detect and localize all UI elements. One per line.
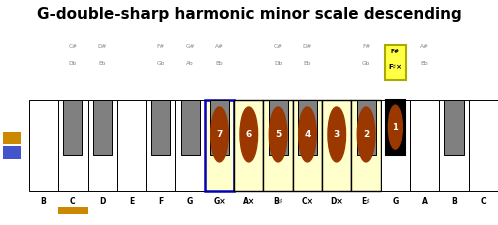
Text: basicmusictheory.com: basicmusictheory.com xyxy=(9,82,14,143)
Circle shape xyxy=(299,107,316,162)
Text: 3: 3 xyxy=(334,130,340,139)
Bar xyxy=(175,100,205,191)
Bar xyxy=(357,100,375,155)
Text: 5: 5 xyxy=(275,130,281,139)
Text: E♯: E♯ xyxy=(362,197,371,206)
Bar xyxy=(268,100,288,155)
Text: Ab: Ab xyxy=(186,61,194,65)
Bar xyxy=(88,100,117,191)
Text: Bb: Bb xyxy=(421,61,429,65)
Text: C#: C# xyxy=(68,44,77,49)
Text: D#: D# xyxy=(303,44,312,49)
Text: Db: Db xyxy=(69,61,77,65)
Text: G#: G# xyxy=(185,44,195,49)
Text: C×: C× xyxy=(301,197,313,206)
Text: G-double-sharp harmonic minor scale descending: G-double-sharp harmonic minor scale desc… xyxy=(37,7,461,22)
Text: Eb: Eb xyxy=(304,61,311,65)
Text: 7: 7 xyxy=(216,130,223,139)
Bar xyxy=(3,132,21,144)
Bar xyxy=(322,100,352,191)
Bar xyxy=(117,100,146,191)
Bar xyxy=(293,100,322,191)
Text: D#: D# xyxy=(98,44,107,49)
Bar xyxy=(298,100,317,155)
Text: 6: 6 xyxy=(246,130,252,139)
Bar xyxy=(385,45,406,79)
Text: G×: G× xyxy=(213,197,226,206)
Bar xyxy=(410,100,439,191)
Circle shape xyxy=(269,107,287,162)
Text: Db: Db xyxy=(274,61,282,65)
Bar xyxy=(205,100,234,191)
Text: C: C xyxy=(70,197,76,206)
Circle shape xyxy=(240,107,257,162)
Circle shape xyxy=(357,107,375,162)
Bar xyxy=(439,100,469,191)
Text: 4: 4 xyxy=(304,130,311,139)
Circle shape xyxy=(328,107,346,162)
Text: B: B xyxy=(451,197,457,206)
Bar xyxy=(263,100,293,191)
Text: A×: A× xyxy=(243,197,255,206)
Text: G: G xyxy=(187,197,193,206)
Text: D: D xyxy=(99,197,106,206)
Text: B: B xyxy=(41,197,46,206)
Text: F#: F# xyxy=(157,44,165,49)
Bar xyxy=(3,146,21,159)
Bar xyxy=(151,100,170,155)
Text: Bb: Bb xyxy=(216,61,223,65)
Text: F: F xyxy=(158,197,163,206)
Text: Eb: Eb xyxy=(99,61,106,65)
Text: Gb: Gb xyxy=(362,61,370,65)
Bar xyxy=(63,100,82,155)
Text: F#: F# xyxy=(391,49,400,54)
Text: 2: 2 xyxy=(363,130,369,139)
Text: C#: C# xyxy=(273,44,282,49)
Text: E: E xyxy=(129,197,134,206)
Text: F#: F# xyxy=(362,44,370,49)
Bar xyxy=(381,100,410,191)
Circle shape xyxy=(388,105,402,149)
Text: F♯×: F♯× xyxy=(388,64,402,70)
Bar xyxy=(386,100,405,155)
Bar xyxy=(58,100,88,191)
Bar xyxy=(210,100,229,155)
Text: B♯: B♯ xyxy=(273,197,283,206)
Circle shape xyxy=(211,107,228,162)
Bar xyxy=(352,100,381,191)
Bar xyxy=(58,207,88,214)
Bar xyxy=(93,100,112,155)
Text: 1: 1 xyxy=(392,123,398,132)
Bar xyxy=(469,100,498,191)
Text: D×: D× xyxy=(330,197,343,206)
Text: A#: A# xyxy=(215,44,224,49)
Text: A#: A# xyxy=(420,44,429,49)
Bar xyxy=(181,100,200,155)
Text: A: A xyxy=(422,197,428,206)
Text: C: C xyxy=(481,197,486,206)
Bar xyxy=(445,100,464,155)
Text: G: G xyxy=(392,197,398,206)
Bar xyxy=(29,100,58,191)
Text: Gb: Gb xyxy=(157,61,165,65)
Bar xyxy=(234,100,263,191)
Bar xyxy=(146,100,175,191)
